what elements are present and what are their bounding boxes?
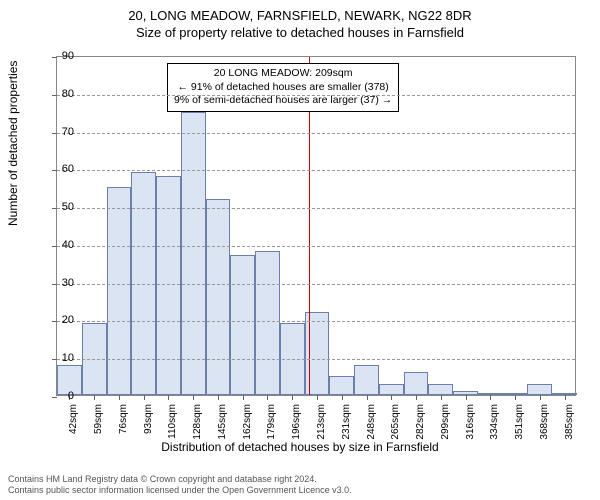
x-tick (391, 395, 392, 400)
y-tick-label: 60 (62, 163, 74, 175)
footer-text: Contains HM Land Registry data © Crown c… (8, 474, 352, 496)
x-tick (441, 395, 442, 400)
x-tick-label: 110sqm (167, 404, 178, 444)
info-box: 20 LONG MEADOW: 209sqm ← 91% of detached… (167, 63, 399, 112)
x-tick (168, 395, 169, 400)
x-tick-label: 282sqm (415, 404, 426, 444)
bar (428, 384, 453, 395)
x-tick-label: 42sqm (68, 404, 79, 444)
y-tick (52, 170, 57, 171)
x-tick (267, 395, 268, 400)
x-tick-label: 299sqm (440, 404, 451, 444)
x-tick-label: 145sqm (217, 404, 228, 444)
y-tick (52, 246, 57, 247)
x-tick (218, 395, 219, 400)
x-tick (292, 395, 293, 400)
grid-line (57, 321, 575, 322)
x-tick (540, 395, 541, 400)
grid-line (57, 170, 575, 171)
x-tick (490, 395, 491, 400)
x-tick-label: 334sqm (489, 404, 500, 444)
y-tick-label: 20 (62, 314, 74, 326)
x-tick-label: 213sqm (316, 404, 327, 444)
bar (379, 384, 404, 395)
x-tick (342, 395, 343, 400)
x-tick-label: 93sqm (143, 404, 154, 444)
bar (255, 251, 280, 395)
x-tick (243, 395, 244, 400)
footer-line-1: Contains HM Land Registry data © Crown c… (8, 474, 352, 485)
bar (527, 384, 552, 395)
y-axis-label: Number of detached properties (6, 61, 20, 226)
x-tick-label: 59sqm (93, 404, 104, 444)
info-line-2: ← 91% of detached houses are smaller (37… (174, 81, 392, 95)
y-tick (52, 57, 57, 58)
x-tick-label: 76sqm (118, 404, 129, 444)
bar (230, 255, 255, 395)
x-tick-label: 231sqm (341, 404, 352, 444)
grid-line (57, 246, 575, 247)
chart-container: 20, LONG MEADOW, FARNSFIELD, NEWARK, NG2… (0, 0, 600, 500)
y-tick (52, 95, 57, 96)
grid-line (57, 95, 575, 96)
x-tick (119, 395, 120, 400)
bar (206, 199, 231, 395)
x-tick-label: 128sqm (192, 404, 203, 444)
info-line-3: 9% of semi-detached houses are larger (3… (174, 94, 392, 108)
x-tick (466, 395, 467, 400)
y-tick (52, 321, 57, 322)
x-tick (317, 395, 318, 400)
title-main: 20, LONG MEADOW, FARNSFIELD, NEWARK, NG2… (0, 8, 600, 23)
grid-line (57, 359, 575, 360)
x-tick (416, 395, 417, 400)
footer-line-2: Contains public sector information licen… (8, 485, 352, 496)
x-tick (94, 395, 95, 400)
grid-line (57, 133, 575, 134)
chart-plot-area: 20 LONG MEADOW: 209sqm ← 91% of detached… (56, 56, 576, 396)
title-sub: Size of property relative to detached ho… (0, 25, 600, 40)
x-tick-label: 351sqm (514, 404, 525, 444)
x-tick (193, 395, 194, 400)
grid-line (57, 284, 575, 285)
x-tick-label: 179sqm (266, 404, 277, 444)
bar (354, 365, 379, 395)
x-tick-label: 248sqm (366, 404, 377, 444)
x-tick-label: 316sqm (465, 404, 476, 444)
x-tick-label: 196sqm (291, 404, 302, 444)
x-tick (144, 395, 145, 400)
x-tick (367, 395, 368, 400)
title-block: 20, LONG MEADOW, FARNSFIELD, NEWARK, NG2… (0, 0, 600, 40)
grid-line (57, 208, 575, 209)
bar (404, 372, 429, 395)
x-tick (515, 395, 516, 400)
y-tick-label: 80 (62, 88, 74, 100)
x-tick-label: 265sqm (390, 404, 401, 444)
y-tick (52, 208, 57, 209)
bar (329, 376, 354, 395)
y-tick (52, 397, 57, 398)
y-tick-label: 70 (62, 126, 74, 138)
y-tick-label: 90 (62, 50, 74, 62)
y-tick-label: 50 (62, 201, 74, 213)
y-tick-label: 40 (62, 239, 74, 251)
y-tick (52, 359, 57, 360)
x-tick-label: 368sqm (539, 404, 550, 444)
y-tick (52, 133, 57, 134)
x-tick-label: 162sqm (242, 404, 253, 444)
info-line-1: 20 LONG MEADOW: 209sqm (174, 67, 392, 81)
y-tick-label: 0 (68, 390, 74, 402)
y-tick (52, 284, 57, 285)
y-tick-label: 30 (62, 277, 74, 289)
y-tick-label: 10 (62, 352, 74, 364)
x-tick (565, 395, 566, 400)
bar (107, 187, 132, 395)
bar (181, 112, 206, 395)
x-tick-label: 385sqm (564, 404, 575, 444)
